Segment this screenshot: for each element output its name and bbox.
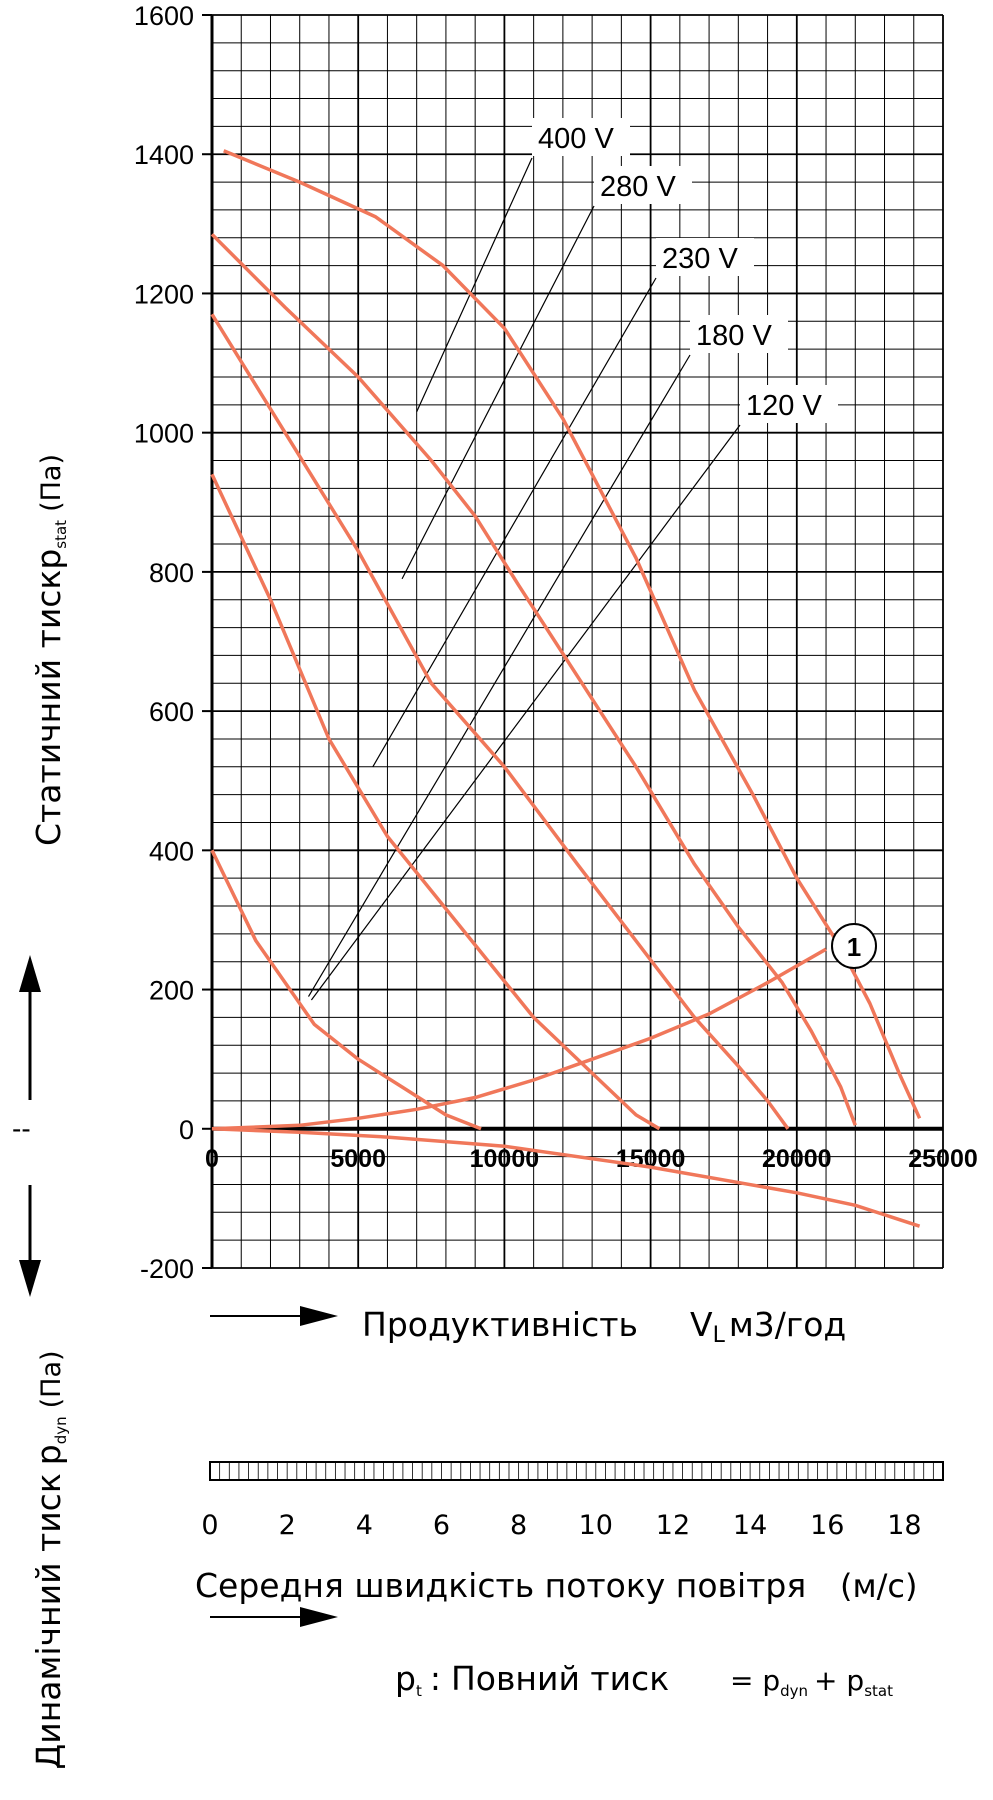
leader-line: [307, 354, 691, 997]
series-line-120-v: [210, 849, 482, 1131]
y-tick-label: 600: [149, 697, 194, 727]
y-tick-label: 0: [179, 1115, 194, 1145]
voltage-label-box: [594, 166, 692, 204]
formula-rhs: = p: [730, 1664, 780, 1697]
total-pressure-formula: pt: Повний тиск = pdyn + pstat: [395, 1659, 893, 1700]
voltage-leader-lines: [307, 157, 741, 1001]
voltage-label-box: [740, 385, 838, 423]
leader-line: [372, 277, 657, 768]
y-axis-label-static: Статичний тискpstat (Па): [29, 454, 70, 846]
series-line-400-v: [223, 149, 922, 1120]
speed-axis-label: Середня швидкість потоку повітря (м/с): [195, 1566, 917, 1605]
speed-tick-label: 0: [201, 1510, 218, 1541]
y-tick-label: 1000: [134, 419, 194, 449]
system-curve-line: [211, 947, 827, 1131]
y-static-main: Статичний тиск: [29, 570, 68, 846]
formula-rhs-sub2: stat: [864, 1682, 893, 1700]
y-static-symbol: p: [29, 549, 68, 570]
curves: [210, 149, 922, 1228]
voltage-label: 180 V: [696, 320, 772, 352]
x-tick-label: 25000: [908, 1145, 978, 1173]
down-arrow-icon: [19, 1185, 41, 1297]
speed-tick-label: 2: [279, 1510, 296, 1541]
x-label-sub: L: [713, 1323, 726, 1348]
y-axis-label-dynamic: Динамічний тиск pdyn (Па): [29, 1350, 70, 1769]
speed-tick-label: 12: [656, 1510, 690, 1541]
speed-tick-label: 14: [733, 1510, 767, 1541]
formula-lhs: p: [395, 1659, 416, 1698]
speed-tick-label: 18: [887, 1510, 921, 1541]
series-line-280-v: [210, 233, 857, 1126]
y-static-unit: (Па): [36, 454, 67, 512]
speed-axis: 0 2 4 6 8 10 12 14 16 18: [201, 1461, 944, 1541]
flow-arrow-icon: [210, 1306, 338, 1326]
speed-tick-label: 4: [356, 1510, 373, 1541]
voltage-label: 280 V: [600, 171, 676, 203]
dynamic-pressure-line: [211, 1127, 921, 1228]
formula-plus: + p: [814, 1664, 864, 1697]
leader-line: [310, 424, 741, 1001]
series-line-230-v: [210, 313, 790, 1130]
voltage-label: 230 V: [662, 243, 738, 275]
dashes-separator: --: [12, 1113, 31, 1144]
speed-tick-label: 16: [810, 1510, 844, 1541]
grid: [210, 14, 944, 1269]
y-tick-label: 200: [149, 976, 194, 1006]
speed-label-text: Середня швидкість потоку повітря: [195, 1566, 806, 1605]
voltage-label-box: [656, 238, 754, 276]
voltage-labels: 400 V 280 V 230 V 180 V 120 V: [532, 118, 838, 423]
speed-label-unit: (м/с): [840, 1567, 917, 1605]
marker-1-label: 1: [847, 932, 861, 962]
y-dynamic-sub: dyn: [52, 1416, 70, 1444]
speed-tick-label: 10: [579, 1510, 613, 1541]
x-axis-label: Продуктивність VL м3/год: [362, 1305, 846, 1348]
voltage-label: 400 V: [538, 123, 614, 155]
speed-tick-label: 8: [510, 1510, 527, 1541]
voltage-label-box: [690, 315, 788, 353]
voltage-label: 120 V: [746, 390, 822, 422]
voltage-label-box: [532, 118, 630, 156]
y-tick-label: 1200: [134, 279, 194, 309]
y-static-sub: stat: [52, 520, 70, 549]
y-tick-label: 1400: [134, 140, 194, 170]
marker-1-circle: [831, 923, 877, 969]
y-dynamic-unit: (Па): [36, 1350, 67, 1408]
x-label-unit: м3/год: [729, 1305, 846, 1344]
y-tick-label: 1600: [134, 1, 194, 31]
y-tick-label: -200: [140, 1254, 194, 1284]
x-label-text: Продуктивність: [362, 1305, 638, 1344]
leader-line: [416, 157, 533, 413]
series-line-180-v: [210, 473, 661, 1131]
y-dynamic-main: Динамічний тиск: [29, 1473, 68, 1769]
formula-text: Повний тиск: [451, 1659, 669, 1698]
y-tick-label: 800: [149, 558, 194, 588]
y-tick-label: 400: [149, 836, 194, 866]
formula-lhs-sub: t: [416, 1682, 422, 1700]
up-arrow-icon: [19, 955, 41, 1100]
x-tick-label: 20000: [762, 1145, 832, 1173]
y-dynamic-symbol: p: [29, 1444, 68, 1465]
speed-tick-label: 6: [433, 1510, 450, 1541]
x-tick-label: 0: [205, 1145, 219, 1173]
formula-rhs-sub1: dyn: [780, 1682, 808, 1700]
leader-line: [401, 205, 595, 580]
x-label-symbol: V: [690, 1305, 713, 1344]
x-tick-label: 5000: [330, 1145, 386, 1173]
formula-colon: :: [430, 1659, 441, 1698]
speed-arrow-icon: [210, 1607, 338, 1627]
